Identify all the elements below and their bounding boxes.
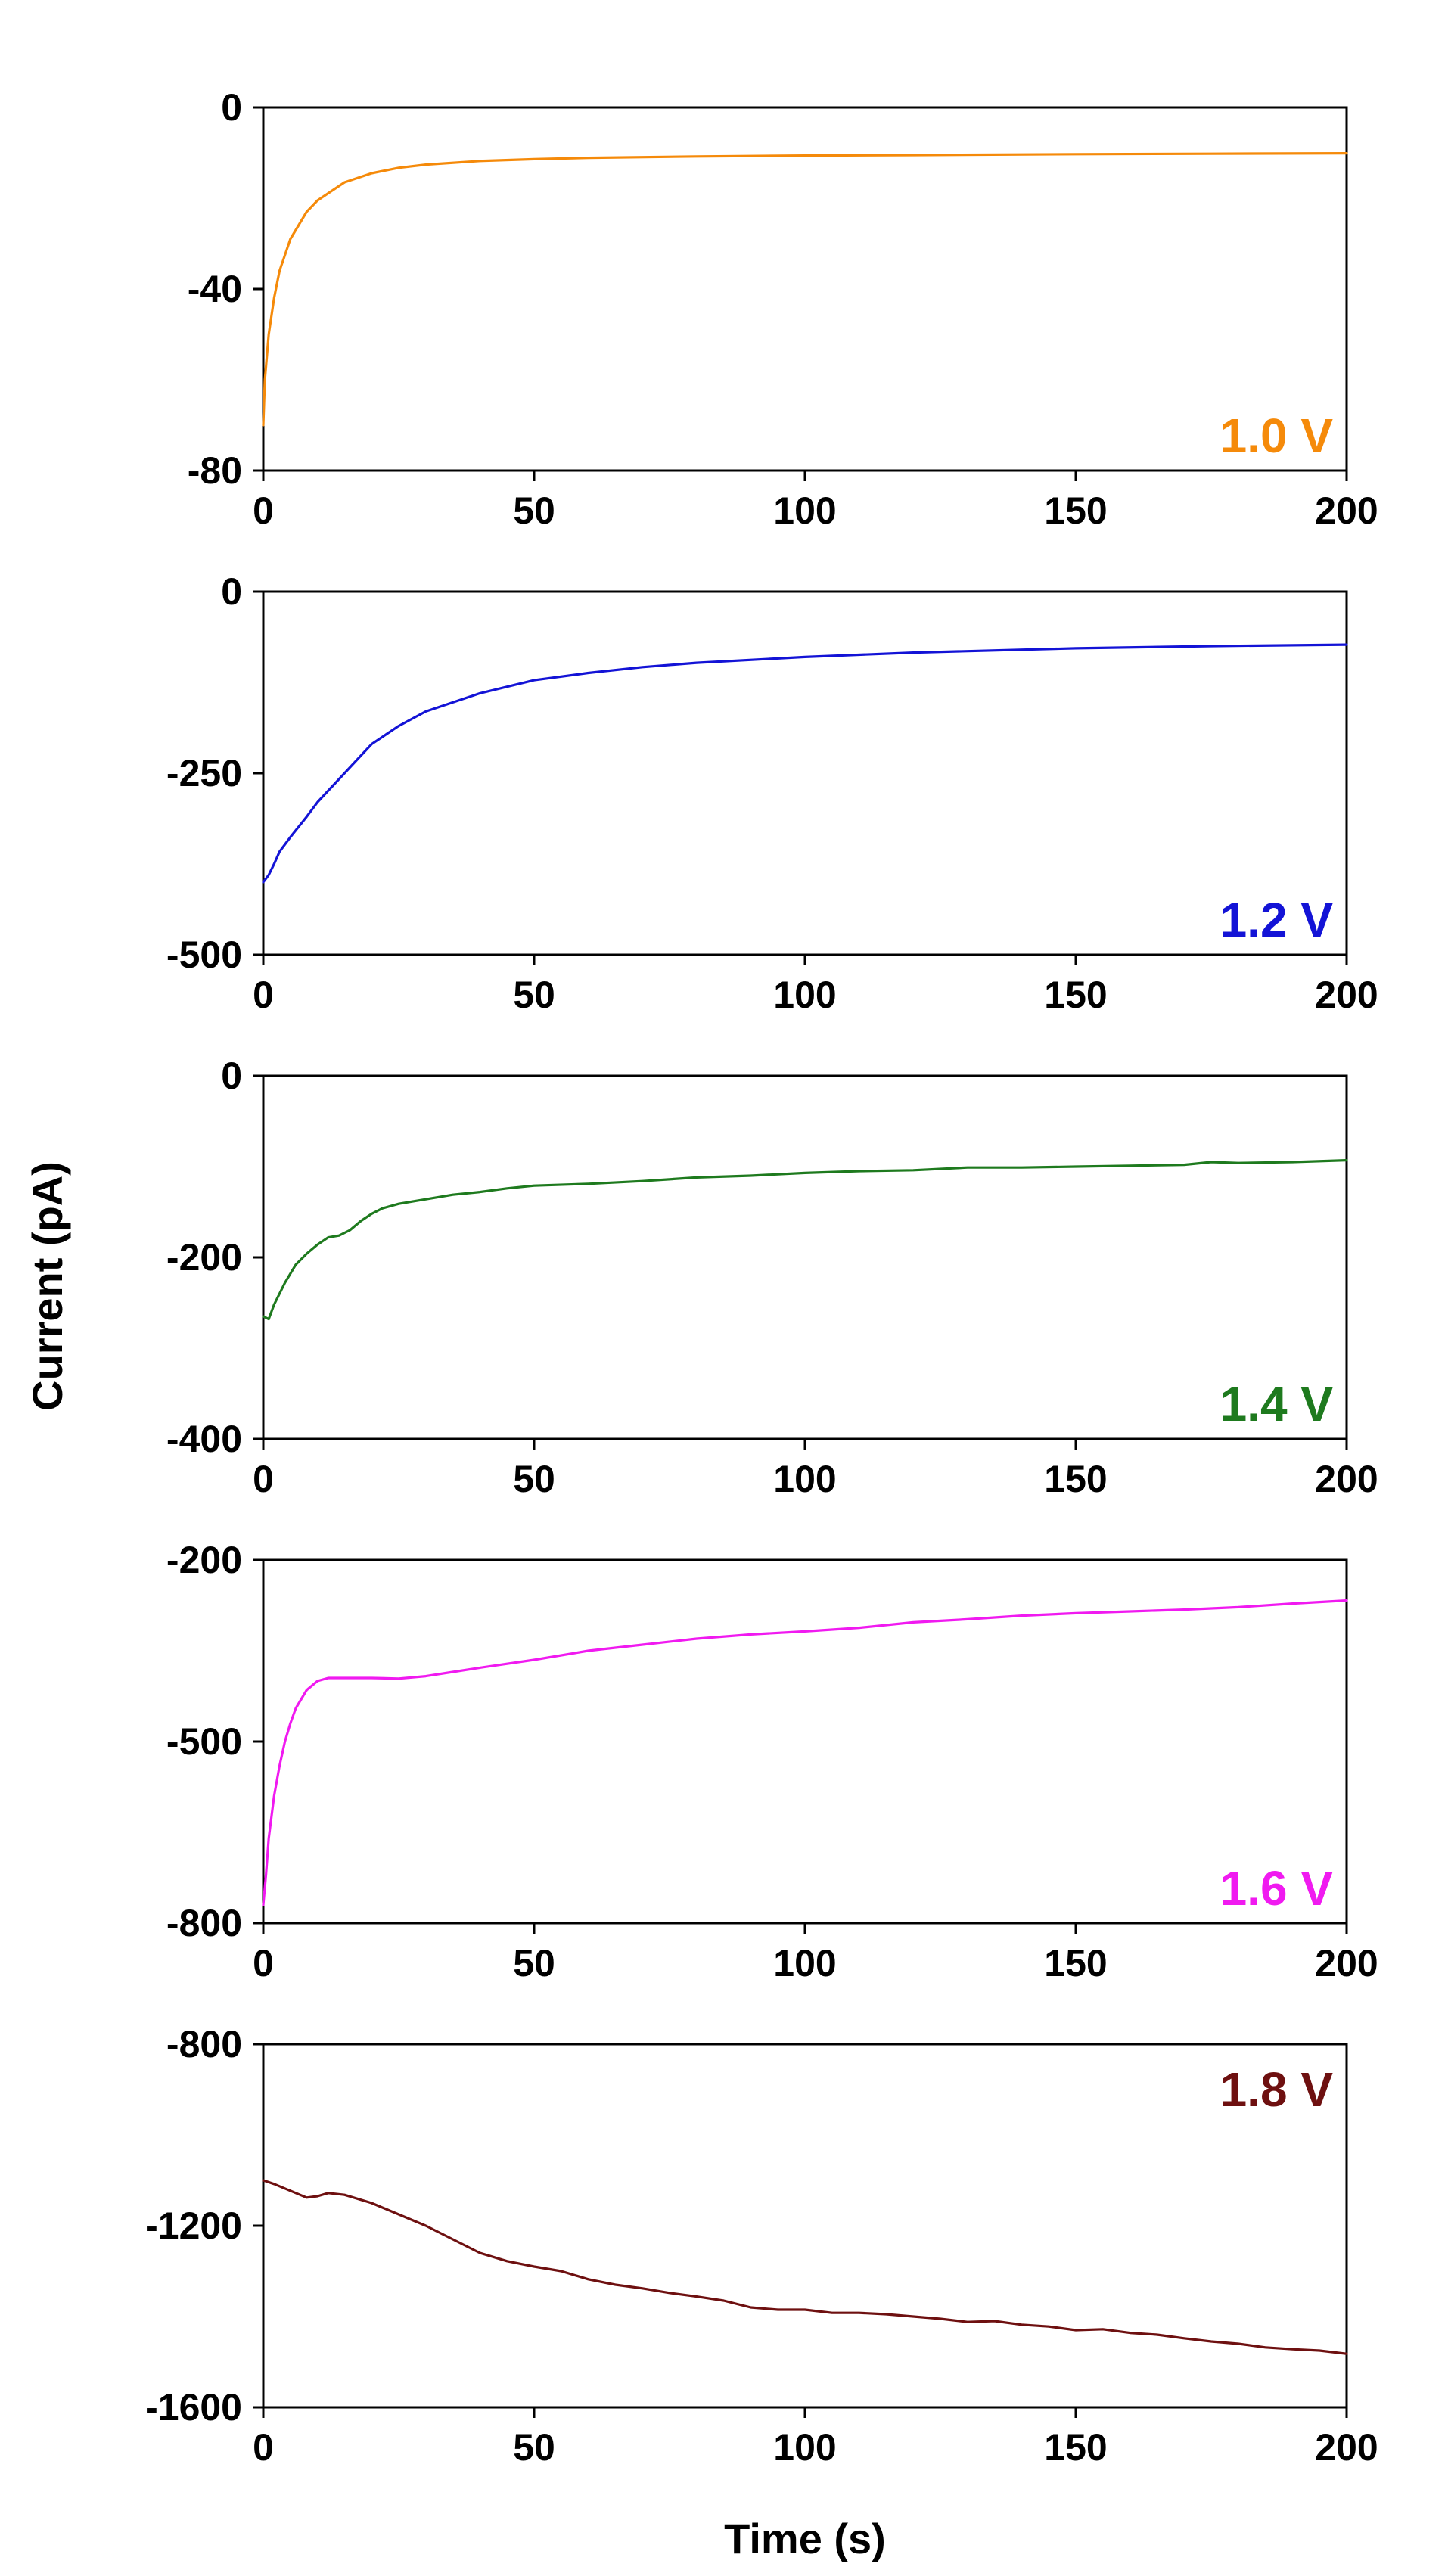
x-tick-label: 200 bbox=[1315, 489, 1378, 532]
x-tick-label: 100 bbox=[773, 1458, 836, 1500]
y-tick-label: -200 bbox=[166, 1236, 242, 1279]
y-axis-label: Current (pA) bbox=[23, 1161, 71, 1411]
y-tick-label: -250 bbox=[166, 752, 242, 794]
y-tick-label: -500 bbox=[166, 934, 242, 976]
x-tick-label: 100 bbox=[773, 2426, 836, 2469]
plot-frame bbox=[262, 1074, 1348, 1440]
y-tick-label: -1200 bbox=[145, 2205, 242, 2247]
x-tick-label: 0 bbox=[253, 1942, 274, 1984]
x-tick-label: 150 bbox=[1044, 1458, 1107, 1500]
panel-voltage-label: 1.0 V bbox=[1220, 409, 1334, 463]
x-tick-label: 200 bbox=[1315, 1942, 1378, 1984]
x-axis-label: Time (s) bbox=[724, 2515, 886, 2562]
x-tick-label: 200 bbox=[1315, 1458, 1378, 1500]
y-tick-label: -80 bbox=[188, 449, 242, 492]
y-tick-label: -800 bbox=[166, 1902, 242, 1944]
x-tick-label: 150 bbox=[1044, 974, 1107, 1016]
x-tick-label: 0 bbox=[253, 974, 274, 1016]
y-tick-label: -1600 bbox=[145, 2386, 242, 2428]
plot-frame bbox=[262, 1558, 1348, 1925]
x-tick-label: 50 bbox=[513, 974, 555, 1016]
x-tick-label: 50 bbox=[513, 1942, 555, 1984]
x-tick-label: 0 bbox=[253, 489, 274, 532]
y-tick-label: -400 bbox=[166, 1418, 242, 1460]
x-tick-label: 150 bbox=[1044, 2426, 1107, 2469]
panel-voltage-label: 1.2 V bbox=[1220, 893, 1334, 947]
series-line-12 bbox=[262, 643, 1348, 884]
panel-3: 0 -200 -400 0 50 100 150 200 1.4 V bbox=[166, 1055, 1378, 1500]
x-tick-label: 100 bbox=[773, 974, 836, 1016]
panel-voltage-label: 1.4 V bbox=[1220, 1377, 1334, 1431]
x-tick-label: 100 bbox=[773, 1942, 836, 1984]
series-line-16 bbox=[262, 1599, 1348, 1906]
plot-frame bbox=[262, 106, 1348, 472]
x-tick-label: 0 bbox=[253, 1458, 274, 1500]
panel-4: -200 -500 -800 0 50 100 150 200 1.6 V bbox=[166, 1539, 1378, 1984]
x-tick-label: 200 bbox=[1315, 2426, 1378, 2469]
y-tick-label: 0 bbox=[221, 1055, 242, 1097]
y-tick-label: -800 bbox=[166, 2023, 242, 2065]
x-tick-label: 50 bbox=[513, 489, 555, 532]
x-tick-label: 0 bbox=[253, 2426, 274, 2469]
y-tick-label: -40 bbox=[188, 268, 242, 310]
x-tick-label: 200 bbox=[1315, 974, 1378, 1016]
panel-1: 0 -40 -80 0 50 100 150 200 1.0 V bbox=[188, 86, 1378, 532]
y-tick-label: 0 bbox=[221, 86, 242, 129]
panel-2: 0 -250 -500 0 50 100 150 200 1.2 V bbox=[166, 570, 1378, 1016]
x-tick-label: 50 bbox=[513, 2426, 555, 2469]
x-tick-label: 100 bbox=[773, 489, 836, 532]
x-tick-label: 50 bbox=[513, 1458, 555, 1500]
series-line-18 bbox=[262, 2179, 1348, 2355]
x-tick-label: 150 bbox=[1044, 1942, 1107, 1984]
y-tick-label: -200 bbox=[166, 1539, 242, 1581]
panel-5: -800 -1200 -1600 0 50 100 150 200 1.8 V bbox=[145, 2023, 1378, 2469]
panel-voltage-label: 1.8 V bbox=[1220, 2062, 1334, 2117]
series-line-14 bbox=[262, 1158, 1348, 1321]
y-tick-label: -500 bbox=[166, 1720, 242, 1763]
x-tick-label: 150 bbox=[1044, 489, 1107, 532]
panel-voltage-label: 1.6 V bbox=[1220, 1861, 1334, 1916]
series-line-10 bbox=[262, 152, 1348, 427]
y-tick-label: 0 bbox=[221, 570, 242, 613]
